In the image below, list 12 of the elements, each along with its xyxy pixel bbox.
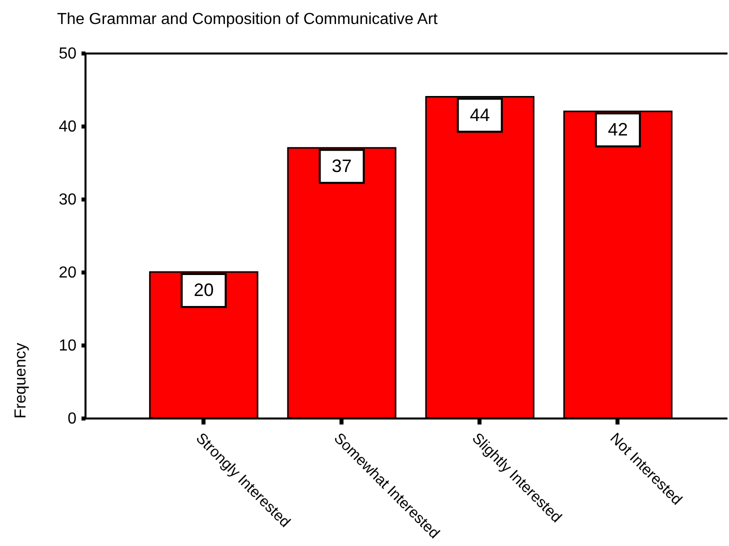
y-tick-label: 30	[58, 192, 77, 208]
y-tick-label: 10	[58, 338, 77, 354]
data-label: 37	[332, 156, 352, 176]
y-tick-label: 50	[58, 46, 77, 62]
chart-title: The Grammar and Composition of Communicative Art	[57, 11, 438, 28]
data-label: 20	[194, 280, 214, 300]
y-tick-label: 40	[58, 118, 77, 136]
data-label: 42	[608, 119, 628, 140]
data-label: 44	[470, 104, 490, 125]
y-tick-label: 20	[58, 264, 77, 282]
y-axis-title: Frequency	[12, 342, 30, 418]
y-tick-label: 0	[68, 410, 77, 428]
